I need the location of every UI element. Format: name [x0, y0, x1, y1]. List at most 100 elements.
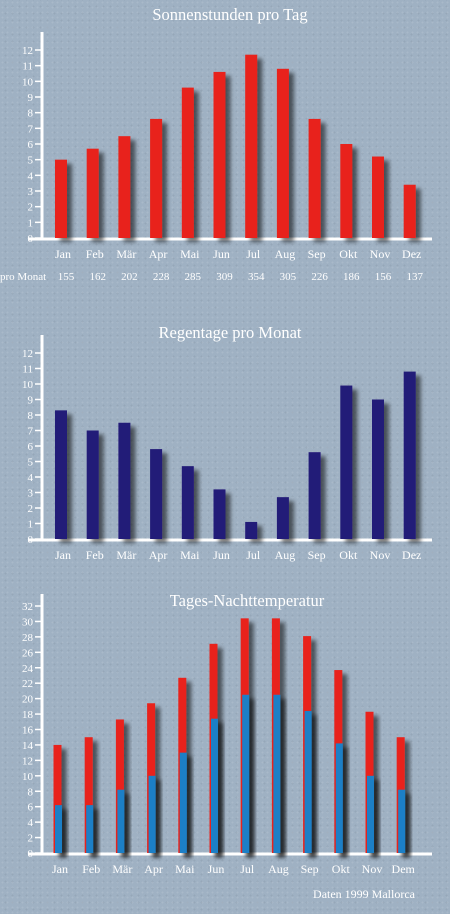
- temp-y-tick-label: 6: [28, 802, 34, 814]
- rain-bar: [372, 399, 384, 539]
- temp-x-tick-label: Jul: [240, 862, 255, 876]
- rain-bar: [55, 410, 67, 539]
- data-source-note: Daten 1999 Mallorca: [313, 887, 416, 901]
- sun-x-tick-label: Feb: [86, 247, 104, 261]
- sun-bar: [86, 148, 99, 238]
- monthly-hours-value: 186: [343, 271, 360, 283]
- monthly-hours-value: 285: [185, 271, 202, 283]
- sun-bar: [213, 71, 226, 238]
- per-month-label: pro Monat: [0, 271, 46, 283]
- rain-x-tick-label: Jun: [213, 548, 230, 562]
- temp-y-tick-label: 12: [22, 755, 33, 767]
- rain-bar: [213, 489, 226, 539]
- sun-x-tick-label: Jan: [55, 247, 71, 261]
- rain-x-tick-label: Nov: [370, 548, 391, 562]
- sun-bar: [181, 87, 194, 238]
- temp-x-tick-label: Mär: [112, 862, 132, 876]
- sun-bar: [276, 68, 289, 238]
- sun-y-tick-label: 6: [28, 139, 34, 151]
- rain-y-tick-label: 0: [28, 534, 34, 546]
- rain-y-tick-label: 10: [22, 379, 34, 391]
- sun-y-tick-label: 2: [28, 202, 34, 214]
- sun-x-tick-label: Sep: [308, 247, 326, 261]
- temp-y-tick-label: 4: [28, 817, 34, 829]
- rain-days-chart-title: Regentage pro Monat: [159, 323, 302, 342]
- temp-x-tick-label: Feb: [82, 862, 100, 876]
- rain-y-tick-label: 2: [28, 503, 34, 515]
- temperature-chart-title: Tages-Nachttemperatur: [170, 591, 325, 610]
- temp-x-tick-label: Okt: [332, 862, 351, 876]
- monthly-hours-value: 354: [248, 271, 265, 283]
- temp-night-bar: [55, 805, 62, 853]
- temp-night-bar: [273, 694, 281, 853]
- temp-day-bar: [84, 737, 93, 853]
- sun-y-tick-label: 10: [22, 76, 34, 88]
- sun-bar: [308, 118, 321, 238]
- sun-bar: [150, 118, 163, 238]
- temp-y-tick-label: 30: [22, 616, 34, 628]
- temp-x-tick-label: Jun: [208, 862, 225, 876]
- temp-y-tick-label: 18: [22, 709, 34, 721]
- temp-day-bar: [53, 744, 62, 853]
- rain-x-tick-label: Aug: [275, 548, 296, 562]
- sun-y-tick-label: 12: [22, 45, 33, 57]
- temp-y-tick-label: 32: [22, 601, 33, 613]
- temp-y-tick-label: 26: [22, 647, 34, 659]
- sun-x-tick-label: Mär: [116, 247, 136, 261]
- rain-x-tick-label: Jan: [55, 548, 71, 562]
- rain-y-tick-label: 7: [28, 426, 34, 438]
- sunshine-chart-title: Sonnenstunden pro Tag: [152, 5, 307, 24]
- rain-y-tick-label: 11: [22, 364, 33, 376]
- monthly-hours-value: 137: [406, 271, 423, 283]
- rain-x-tick-label: Apr: [149, 548, 168, 562]
- temp-y-tick-label: 22: [22, 678, 33, 690]
- temp-night-bar: [242, 694, 250, 853]
- sun-y-tick-label: 3: [28, 186, 34, 198]
- sun-bar: [118, 136, 131, 238]
- monthly-hours-value: 305: [280, 271, 297, 283]
- sun-y-tick-label: 0: [28, 233, 34, 245]
- temp-night-bar: [211, 718, 218, 853]
- sun-x-tick-label: Okt: [339, 247, 358, 261]
- sun-y-tick-label: 7: [28, 123, 34, 135]
- rain-bar: [118, 422, 131, 539]
- sun-y-tick-label: 11: [22, 61, 33, 73]
- temp-night-bar: [148, 775, 156, 853]
- temp-y-tick-label: 20: [22, 694, 34, 706]
- monthly-hours-value: 156: [375, 271, 392, 283]
- rain-bar: [181, 466, 194, 539]
- temp-x-tick-label: Mai: [175, 862, 195, 876]
- temp-x-tick-label: Sep: [301, 862, 319, 876]
- rain-y-tick-label: 12: [22, 348, 33, 360]
- sun-x-tick-label: Jun: [213, 247, 230, 261]
- rain-y-tick-label: 3: [28, 488, 34, 500]
- sun-y-tick-label: 1: [28, 217, 34, 229]
- rain-bar: [150, 449, 163, 539]
- sun-y-tick-label: 4: [28, 170, 34, 182]
- sun-x-tick-label: Dez: [402, 247, 421, 261]
- temp-y-tick-label: 2: [28, 833, 34, 845]
- temp-night-bar: [304, 710, 312, 853]
- rain-bar: [245, 521, 258, 539]
- temp-day-bar: [115, 719, 124, 853]
- sun-x-tick-label: Jul: [246, 247, 261, 261]
- rain-y-tick-label: 1: [28, 519, 34, 531]
- sun-bar: [403, 184, 416, 238]
- temperature-chart: Tages-Nachttemperatur 024681012141618202…: [22, 591, 432, 901]
- rain-x-tick-label: Feb: [86, 548, 104, 562]
- temp-y-tick-label: 24: [22, 663, 34, 675]
- temp-x-tick-label: Dem: [392, 862, 416, 876]
- temp-y-tick-label: 28: [22, 632, 34, 644]
- sun-y-tick-label: 9: [28, 92, 34, 104]
- monthly-hours-value: 228: [153, 271, 170, 283]
- rain-bar: [340, 385, 353, 539]
- temp-x-tick-label: Jan: [52, 862, 68, 876]
- temp-y-tick-label: 16: [22, 725, 34, 737]
- rain-x-tick-label: Jul: [246, 548, 261, 562]
- temp-x-tick-label: Apr: [144, 862, 163, 876]
- sun-x-tick-label: Aug: [275, 247, 296, 261]
- sun-x-tick-label: Mai: [180, 247, 200, 261]
- rain-x-tick-label: Sep: [308, 548, 326, 562]
- rain-x-tick-label: Dez: [402, 548, 421, 562]
